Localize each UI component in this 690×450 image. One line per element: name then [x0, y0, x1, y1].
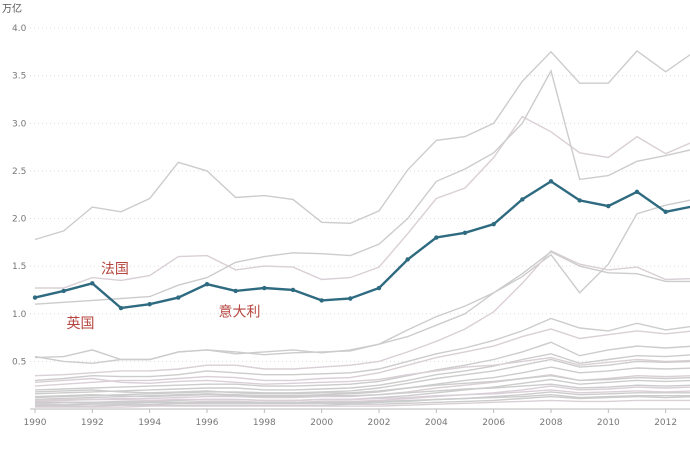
- highlight-series-point: [376, 285, 382, 291]
- gridlines: [30, 27, 690, 362]
- background-series-line: [34, 378, 690, 404]
- highlight-series-point: [90, 281, 95, 286]
- highlight-series-point: [548, 179, 554, 184]
- background-series-line: [35, 115, 690, 289]
- x-tick-label: 1998: [253, 418, 276, 428]
- highlight-series-line: [34, 179, 690, 310]
- x-tick-label: 2012: [654, 418, 677, 428]
- background-series-line: [34, 358, 690, 399]
- background-series-line: [34, 250, 690, 361]
- background-series-line: [35, 391, 690, 406]
- background-series-line: [34, 356, 690, 385]
- highlight-series-point: [462, 230, 468, 235]
- highlight-series-point: [118, 305, 124, 311]
- highlight-series-point: [233, 288, 238, 294]
- y-tick-label: 1.5: [12, 262, 26, 272]
- background-series-line: [34, 366, 690, 401]
- highlight-series-point: [204, 282, 210, 287]
- y-tick-label: 2.5: [12, 167, 26, 177]
- highlight-series-point: [663, 209, 668, 215]
- y-axis-ticks: 4.0 3.5 3.0 2.5 2.0 1.5 1.0 0.5: [12, 24, 27, 367]
- highlight-series-point: [405, 257, 410, 262]
- y-axis-unit-label: 万亿: [2, 2, 22, 15]
- highlight-series-point: [577, 198, 582, 203]
- background-series: [34, 49, 690, 408]
- background-series-line: [34, 317, 690, 382]
- x-tick-label: 2000: [310, 418, 333, 428]
- annotation-label: 英国: [67, 315, 95, 332]
- background-series-line: [34, 69, 690, 305]
- highlight-series-point: [32, 295, 38, 300]
- background-series-line: [34, 199, 690, 365]
- x-axis-ticks: 1990 1992 1994 1996 1998 2000 2002 2004 2006 2008…: [24, 409, 677, 428]
- background-series-line: [35, 393, 690, 403]
- background-series-line: [34, 49, 690, 241]
- y-tick-label: 2.0: [12, 215, 27, 225]
- highlight-series-point: [348, 296, 353, 301]
- background-series-line: [34, 341, 690, 391]
- x-tick-label: 2008: [540, 418, 563, 428]
- y-tick-label: 1.0: [12, 310, 27, 320]
- highlight-series-point: [319, 298, 324, 303]
- y-tick-label: 3.5: [12, 72, 26, 82]
- background-series-line: [34, 353, 690, 395]
- x-tick-label: 2002: [368, 418, 391, 428]
- y-tick-label: 0.5: [12, 357, 26, 367]
- background-series-line: [34, 383, 690, 398]
- highlight-series-point: [606, 203, 611, 209]
- background-series-line: [34, 389, 690, 402]
- background-series-line: [34, 374, 690, 395]
- highlight-series-point: [176, 295, 181, 300]
- x-tick-label: 2010: [597, 418, 620, 428]
- highlighted-series: [32, 179, 690, 311]
- annotation-label: 法国: [101, 262, 129, 278]
- y-tick-label: 3.0: [12, 119, 27, 129]
- background-series-line: [35, 395, 690, 407]
- highlight-series-point: [434, 235, 439, 240]
- x-tick-label: 1990: [24, 418, 47, 428]
- highlight-series-point: [634, 189, 640, 195]
- y-tick-label: 4.0: [12, 24, 27, 34]
- background-series-line: [34, 328, 690, 387]
- background-series-line: [34, 250, 690, 377]
- x-tick-label: 1994: [138, 418, 161, 428]
- x-tick-label: 2004: [425, 418, 448, 428]
- highlight-series-point: [491, 222, 496, 227]
- background-series-line: [35, 399, 690, 408]
- highlight-series-point: [520, 197, 525, 202]
- highlight-series-point: [147, 302, 152, 307]
- annotation-label: 意大利: [218, 304, 260, 321]
- highlight-series-point: [290, 287, 296, 293]
- x-tick-label: 2006: [482, 418, 505, 428]
- highlight-series-point: [262, 285, 267, 291]
- x-tick-label: 1996: [196, 418, 219, 428]
- highlight-series-point: [61, 288, 66, 294]
- x-tick-label: 1992: [81, 418, 104, 428]
